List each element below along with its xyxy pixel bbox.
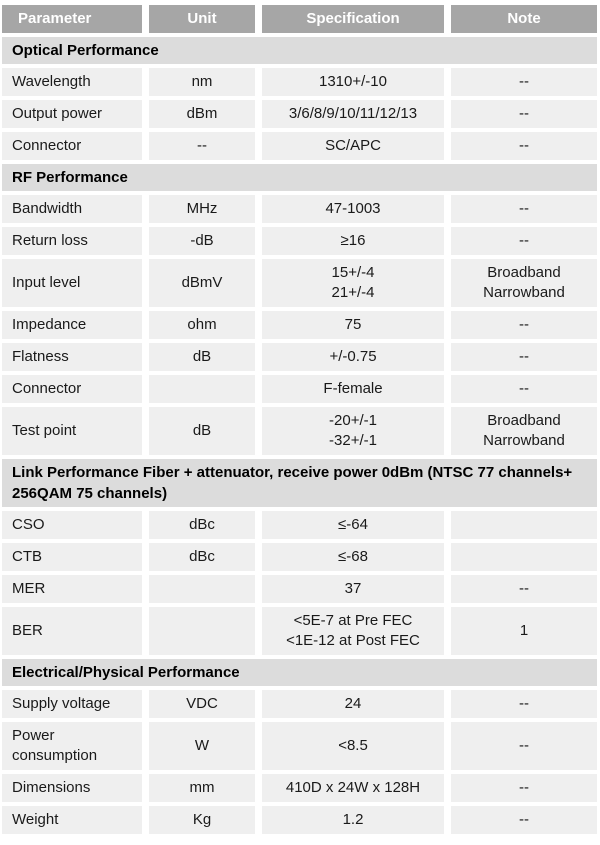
note-cell xyxy=(451,543,597,571)
param-cell: CSO xyxy=(2,511,142,539)
spec-cell: 47-1003 xyxy=(262,195,444,223)
param-cell: Flatness xyxy=(2,343,142,371)
param-cell: Supply voltage xyxy=(2,690,142,718)
param-cell: Connector xyxy=(2,132,142,160)
unit-cell: dBc xyxy=(149,511,255,539)
specification-table: Parameter Unit Specification Note Optica… xyxy=(2,5,598,834)
note-cell: -- xyxy=(451,227,597,255)
param-cell: Weight xyxy=(2,806,142,834)
unit-cell: dBm xyxy=(149,100,255,128)
unit-cell: W xyxy=(149,722,255,770)
note-cell: -- xyxy=(451,100,597,128)
spec-cell: <5E-7 at Pre FEC <1E-12 at Post FEC xyxy=(262,607,444,655)
unit-cell: ohm xyxy=(149,311,255,339)
unit-cell: nm xyxy=(149,68,255,96)
spec-cell: 15+/-4 21+/-4 xyxy=(262,259,444,307)
param-cell: Test point xyxy=(2,407,142,455)
note-cell: -- xyxy=(451,132,597,160)
unit-cell xyxy=(149,375,255,403)
param-cell: Return loss xyxy=(2,227,142,255)
column-header-parameter: Parameter xyxy=(2,5,142,33)
note-cell: -- xyxy=(451,68,597,96)
spec-cell: 24 xyxy=(262,690,444,718)
spec-cell: 1310+/-10 xyxy=(262,68,444,96)
unit-cell: dB xyxy=(149,343,255,371)
unit-cell: -dB xyxy=(149,227,255,255)
spec-cell: 75 xyxy=(262,311,444,339)
unit-cell: dBc xyxy=(149,543,255,571)
unit-cell: mm xyxy=(149,774,255,802)
section-header-link-performance: Link Performance Fiber + attenuator, rec… xyxy=(2,459,597,507)
param-cell: Dimensions xyxy=(2,774,142,802)
unit-cell: -- xyxy=(149,132,255,160)
param-cell: Wavelength xyxy=(2,68,142,96)
note-cell: Broadband Narrowband xyxy=(451,259,597,307)
unit-cell xyxy=(149,575,255,603)
param-cell: Input level xyxy=(2,259,142,307)
unit-cell: dBmV xyxy=(149,259,255,307)
note-cell: Broadband Narrowband xyxy=(451,407,597,455)
spec-cell: ≤-68 xyxy=(262,543,444,571)
section-header-rf-performance: RF Performance xyxy=(2,164,597,191)
section-header-electrical-physical-performance: Electrical/Physical Performance xyxy=(2,659,597,686)
param-cell: CTB xyxy=(2,543,142,571)
spec-cell: ≤-64 xyxy=(262,511,444,539)
spec-cell: 410D x 24W x 128H xyxy=(262,774,444,802)
note-cell: -- xyxy=(451,575,597,603)
param-cell: MER xyxy=(2,575,142,603)
param-cell: Impedance xyxy=(2,311,142,339)
column-header-note: Note xyxy=(451,5,597,33)
spec-cell: SC/APC xyxy=(262,132,444,160)
spec-cell: 3/6/8/9/10/11/12/13 xyxy=(262,100,444,128)
param-cell: BER xyxy=(2,607,142,655)
spec-cell: -20+/-1 -32+/-1 xyxy=(262,407,444,455)
unit-cell xyxy=(149,607,255,655)
column-header-specification: Specification xyxy=(262,5,444,33)
spec-cell: 37 xyxy=(262,575,444,603)
note-cell: 1 xyxy=(451,607,597,655)
unit-cell: Kg xyxy=(149,806,255,834)
spec-cell: ≥16 xyxy=(262,227,444,255)
unit-cell: VDC xyxy=(149,690,255,718)
spec-cell: <8.5 xyxy=(262,722,444,770)
section-header-optical-performance: Optical Performance xyxy=(2,37,597,64)
spec-cell: +/-0.75 xyxy=(262,343,444,371)
param-cell: Power consumption xyxy=(2,722,142,770)
param-cell: Connector xyxy=(2,375,142,403)
note-cell: -- xyxy=(451,690,597,718)
unit-cell: MHz xyxy=(149,195,255,223)
note-cell: -- xyxy=(451,722,597,770)
column-header-unit: Unit xyxy=(149,5,255,33)
param-cell: Output power xyxy=(2,100,142,128)
note-cell xyxy=(451,511,597,539)
note-cell: -- xyxy=(451,774,597,802)
note-cell: -- xyxy=(451,311,597,339)
spec-cell: F-female xyxy=(262,375,444,403)
param-cell: Bandwidth xyxy=(2,195,142,223)
unit-cell: dB xyxy=(149,407,255,455)
note-cell: -- xyxy=(451,343,597,371)
spec-cell: 1.2 xyxy=(262,806,444,834)
note-cell: -- xyxy=(451,375,597,403)
note-cell: -- xyxy=(451,195,597,223)
note-cell: -- xyxy=(451,806,597,834)
